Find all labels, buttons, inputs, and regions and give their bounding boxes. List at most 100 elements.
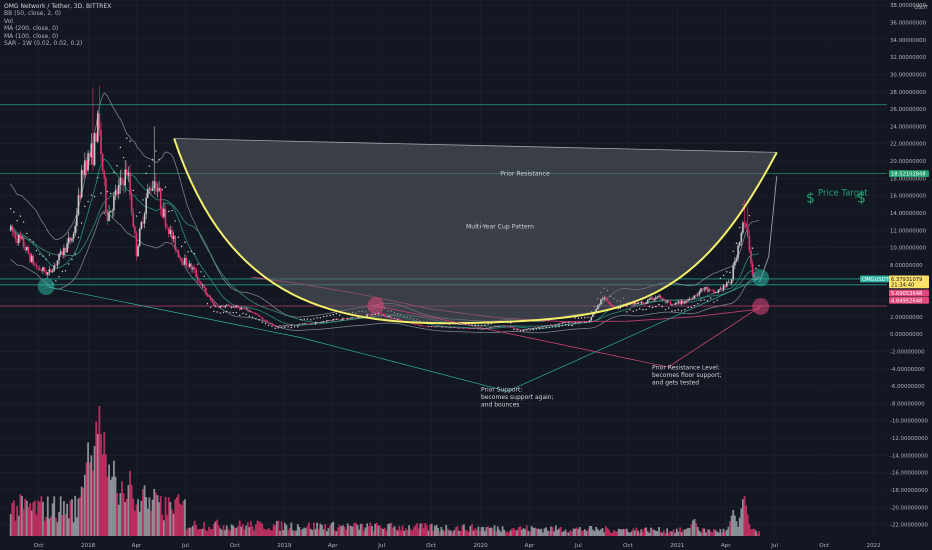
candle-body	[435, 326, 438, 328]
sar-dot	[716, 299, 718, 302]
candle-body	[608, 301, 610, 304]
volume-bar	[263, 528, 265, 536]
volume-bar	[171, 509, 173, 536]
volume-bar	[527, 530, 530, 536]
candle-body	[267, 322, 270, 324]
sar-dot	[222, 311, 225, 314]
candle-body	[193, 267, 196, 270]
volume-bar	[582, 530, 585, 536]
volume-bar	[593, 530, 596, 536]
volume-bar	[308, 522, 310, 536]
volume-bar	[300, 530, 302, 536]
price-tag-text: OMGUSDT	[862, 277, 890, 283]
volume-bar	[425, 525, 428, 536]
volume-bar	[274, 525, 277, 536]
volume-bar	[240, 526, 243, 536]
volume-bar	[625, 528, 628, 536]
candle-body	[474, 328, 476, 329]
candle-body	[256, 314, 259, 315]
volume-bar	[92, 470, 94, 536]
volume-bar	[343, 526, 346, 536]
y-tick-label: -14.00000000	[890, 453, 929, 459]
volume-bar	[108, 464, 110, 536]
candle-body	[271, 323, 273, 325]
volume-bar	[716, 531, 719, 536]
volume-bar	[163, 520, 165, 536]
volume-bar	[490, 527, 493, 536]
volume-bar	[640, 529, 643, 536]
volume-bar	[487, 526, 489, 536]
candle-body	[167, 227, 170, 235]
candle-body	[214, 306, 217, 307]
volume-bar	[385, 530, 388, 536]
sar-dot	[539, 327, 541, 330]
volume-bar	[164, 496, 167, 536]
candle-body	[448, 327, 451, 329]
sar-dot	[187, 251, 189, 253]
volume-bar	[629, 532, 631, 536]
candle-body	[680, 300, 683, 305]
candle-body	[561, 322, 564, 324]
candle-body	[237, 305, 239, 308]
sar-dot	[151, 158, 154, 161]
candle-body	[645, 302, 647, 304]
volume-bar	[671, 531, 673, 536]
candle-body	[671, 304, 673, 305]
volume-bar	[221, 530, 223, 536]
y-tick-label: 10.00000000	[890, 246, 927, 252]
volume-bar	[509, 530, 512, 536]
volume-bar	[587, 529, 589, 536]
legend: OMG Network / Tether, 3D, BITTREX BB (50…	[4, 3, 111, 47]
volume-bar	[379, 525, 381, 536]
volume-bar	[359, 523, 362, 536]
candle-body	[371, 314, 373, 316]
volume-bar	[358, 529, 360, 536]
sar-dot	[87, 200, 89, 203]
volume-bar	[462, 524, 465, 536]
candle-body	[48, 269, 51, 273]
volume-bar	[458, 530, 460, 536]
x-tick-label: Apr	[328, 543, 338, 549]
volume-bar	[567, 532, 570, 536]
sar-dot	[661, 305, 663, 308]
candle-body	[705, 287, 707, 289]
volume-bar	[333, 530, 336, 536]
candle-body	[700, 288, 702, 292]
sar-dot	[655, 306, 657, 308]
volume-bar	[253, 530, 256, 536]
volume-bar	[714, 530, 717, 536]
volume-bar	[616, 531, 619, 536]
candle-body	[461, 327, 464, 329]
candle-body	[484, 328, 486, 330]
candle-body	[648, 298, 651, 301]
candle-body	[458, 327, 460, 329]
candle-body	[385, 316, 388, 318]
sar-dot	[16, 220, 18, 222]
sar-dot	[139, 211, 141, 214]
candle-body	[335, 319, 338, 320]
candle-body	[675, 302, 678, 304]
candle-body	[71, 238, 73, 241]
candle-body	[45, 271, 47, 275]
sar-dot	[119, 146, 122, 149]
x-tick-label: Jul	[377, 543, 385, 549]
sar-dot	[335, 312, 338, 315]
volume-bar	[592, 529, 594, 536]
volume-bar	[632, 528, 635, 536]
sar-dot	[548, 326, 551, 328]
candle-body	[348, 318, 351, 319]
candle-body	[34, 264, 36, 266]
candle-body	[16, 239, 18, 244]
candle-body	[111, 210, 114, 211]
candle-body	[263, 319, 265, 321]
legend-indicator: SAR - 1W (0.02, 0.02, 0.2)	[4, 40, 83, 48]
volume-bar	[543, 528, 546, 536]
volume-bar	[316, 522, 319, 536]
candle-body	[438, 326, 441, 327]
candle-body	[642, 302, 644, 304]
volume-bar	[167, 497, 170, 536]
y-tick-label: 26.00000000	[890, 107, 927, 113]
volume-bar	[203, 522, 206, 536]
volume-bar	[42, 501, 44, 536]
